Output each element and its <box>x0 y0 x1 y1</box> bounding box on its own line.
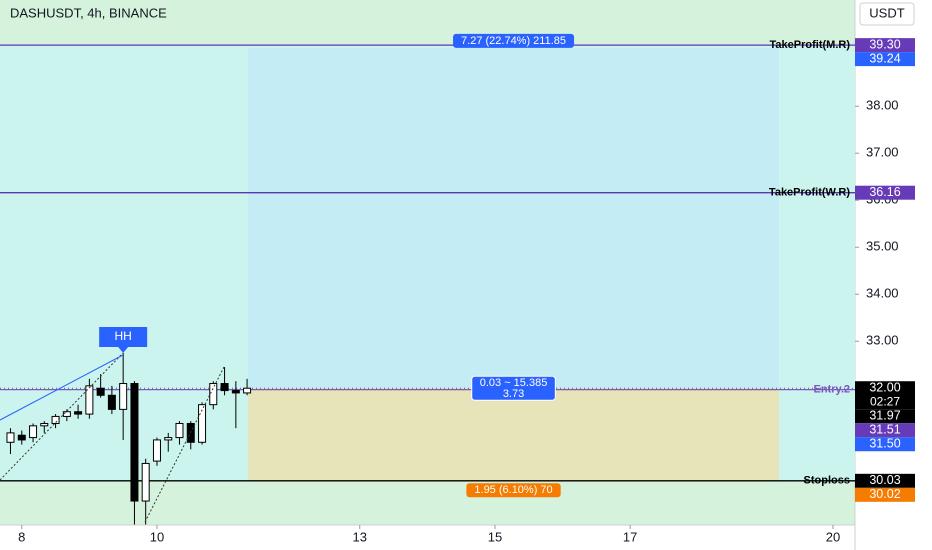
y-tick-label: 33.00 <box>866 333 899 348</box>
candle-body <box>85 385 94 415</box>
x-tick-label: 17 <box>623 529 637 544</box>
price-tag <box>855 52 915 67</box>
price-tag-label: 32.00 <box>869 381 900 395</box>
candle-body <box>40 422 49 427</box>
candle-body <box>175 422 184 439</box>
candle-body <box>220 383 229 392</box>
level-label: Entry.2 <box>814 384 850 396</box>
zigzag-line <box>0 352 124 481</box>
level-label: TakeProfit(M.R) <box>770 39 851 51</box>
price-tag-label: 31.50 <box>869 437 900 451</box>
price-tag <box>855 409 915 424</box>
candle-body <box>152 439 161 462</box>
price-tag <box>855 437 915 452</box>
candle-body <box>198 404 207 443</box>
countdown: 02:27 <box>870 394 900 408</box>
x-tick-label: 8 <box>18 529 25 544</box>
stop-label-bg <box>466 483 561 498</box>
level-label: Stoploss <box>804 475 850 487</box>
level-label: TakeProfit(W.R) <box>769 187 850 199</box>
candle-body <box>209 383 218 406</box>
candle-body <box>243 387 252 394</box>
candle-body <box>29 425 38 439</box>
x-tick-label: 10 <box>150 529 164 544</box>
candle-body <box>62 411 71 417</box>
candle-body <box>96 387 105 396</box>
price-tag <box>855 473 915 488</box>
x-tick-label: 15 <box>488 529 502 544</box>
candle-body <box>141 462 150 502</box>
annotation-badge <box>99 326 148 353</box>
candle-body <box>119 383 128 410</box>
price-tag <box>855 381 915 410</box>
x-tick-label: 13 <box>353 529 367 544</box>
price-tag-label: 39.30 <box>869 37 900 51</box>
price-tag-label: 31.97 <box>869 409 900 423</box>
price-tag-label: 31.51 <box>869 423 900 437</box>
center-label: 0.03 ~ 15.385 <box>480 377 548 389</box>
candle-body <box>130 383 139 502</box>
candle-body <box>51 415 60 424</box>
center-label-bg <box>471 375 556 401</box>
currency-button[interactable] <box>859 2 915 26</box>
annotation-text: HH <box>114 329 131 343</box>
candle-body <box>231 390 240 394</box>
price-tag-label: 30.03 <box>869 473 900 487</box>
chart-title: DASHUSDT, 4h, BINANCE <box>10 5 167 20</box>
y-tick-label: 35.00 <box>866 239 899 254</box>
y-tick-label: 37.00 <box>866 145 899 160</box>
target-zone <box>248 47 780 389</box>
candle-body <box>6 432 15 443</box>
price-tag-label: 39.24 <box>869 51 900 65</box>
target-label-bg <box>453 33 575 48</box>
price-tag <box>855 487 915 502</box>
candle-body <box>164 437 173 441</box>
trend-line <box>0 354 124 421</box>
price-tag <box>855 423 915 438</box>
price-tag-label: 30.02 <box>869 487 900 501</box>
stop-label: 1.95 (6.10%) 70 <box>474 484 552 496</box>
price-tag <box>855 185 915 200</box>
candle-body <box>107 394 116 410</box>
candle-body <box>17 434 26 441</box>
zigzag-line <box>144 366 225 523</box>
candle-body <box>74 411 83 415</box>
price-tag <box>855 38 915 53</box>
x-tick-label: 20 <box>826 529 840 544</box>
stop-zone <box>248 388 780 482</box>
y-tick-label: 38.00 <box>866 98 899 113</box>
y-tick-label: 34.00 <box>866 286 899 301</box>
currency[interactable]: USDT <box>869 5 904 20</box>
target-label: 7.27 (22.74%) 211.85 <box>461 35 566 47</box>
price-tag-label: 36.16 <box>869 185 900 199</box>
center-label: 3.73 <box>503 388 524 400</box>
